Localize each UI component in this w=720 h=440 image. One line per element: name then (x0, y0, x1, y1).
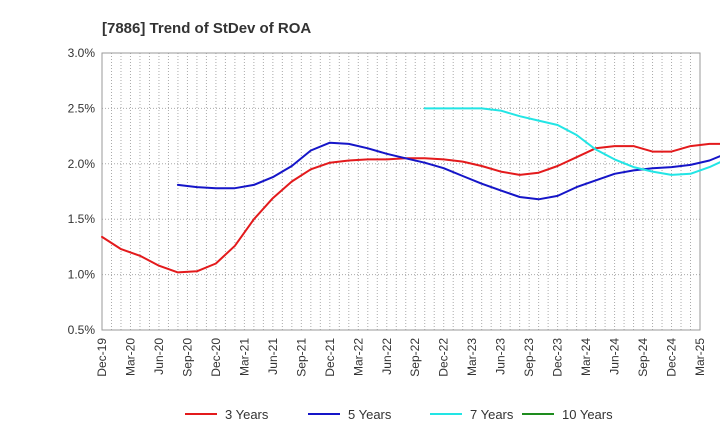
x-tick-label: Sep-23 (522, 338, 536, 377)
chart-title: [7886] Trend of StDev of ROA (102, 20, 311, 37)
x-tick-label: Jun-22 (380, 338, 394, 375)
x-tick-label: Sep-22 (408, 338, 422, 377)
x-tick-label: Sep-20 (180, 338, 194, 377)
x-tick-label: Dec-23 (551, 338, 565, 377)
y-tick-label: 2.5% (68, 101, 96, 115)
x-tick-label: Jun-20 (152, 338, 166, 375)
legend-label: 5 Years (348, 407, 392, 422)
y-tick-label: 2.0% (68, 157, 96, 171)
series-line-7-years (423, 107, 720, 176)
x-tick-label: Jun-23 (494, 338, 508, 375)
x-tick-label: Mar-22 (351, 338, 365, 376)
x-tick-label: Dec-19 (95, 338, 109, 377)
x-tick-label: Jun-21 (266, 338, 280, 375)
x-tick-label: Dec-21 (323, 338, 337, 377)
y-tick-label: 1.5% (68, 212, 96, 226)
series-line-5-years (176, 141, 720, 201)
y-tick-label: 1.0% (68, 268, 96, 282)
x-tick-label: Sep-21 (294, 338, 308, 377)
series-line-3-years (101, 142, 720, 274)
x-tick-label: Mar-20 (123, 338, 137, 376)
legend-label: 3 Years (225, 407, 269, 422)
plot-area (102, 53, 700, 330)
series-layer (101, 107, 720, 274)
grid-layer (101, 52, 701, 331)
x-tick-label: Jun-24 (608, 338, 622, 375)
legend-label: 7 Years (470, 407, 514, 422)
x-tick-label: Dec-24 (665, 338, 679, 377)
x-tick-label: Dec-20 (209, 338, 223, 377)
x-tick-label: Dec-22 (437, 338, 451, 377)
x-tick-label: Mar-24 (579, 338, 593, 376)
x-tick-label: Mar-25 (693, 338, 707, 376)
axis-layer: 0.5% 1.0% 1.5% 2.0% 2.5% 3.0% Dec-19 Mar-20 Jun-… (68, 46, 707, 377)
y-tick-label: 3.0% (68, 46, 96, 60)
x-tick-label: Sep-24 (636, 338, 650, 377)
plot-border (101, 52, 701, 331)
legend: 3 Years 5 Years 7 Years 10 Years (185, 407, 613, 422)
legend-label: 10 Years (562, 407, 613, 422)
x-tick-label: Mar-21 (237, 338, 251, 376)
x-tick-label: Mar-23 (465, 338, 479, 376)
y-tick-label: 0.5% (68, 323, 96, 337)
